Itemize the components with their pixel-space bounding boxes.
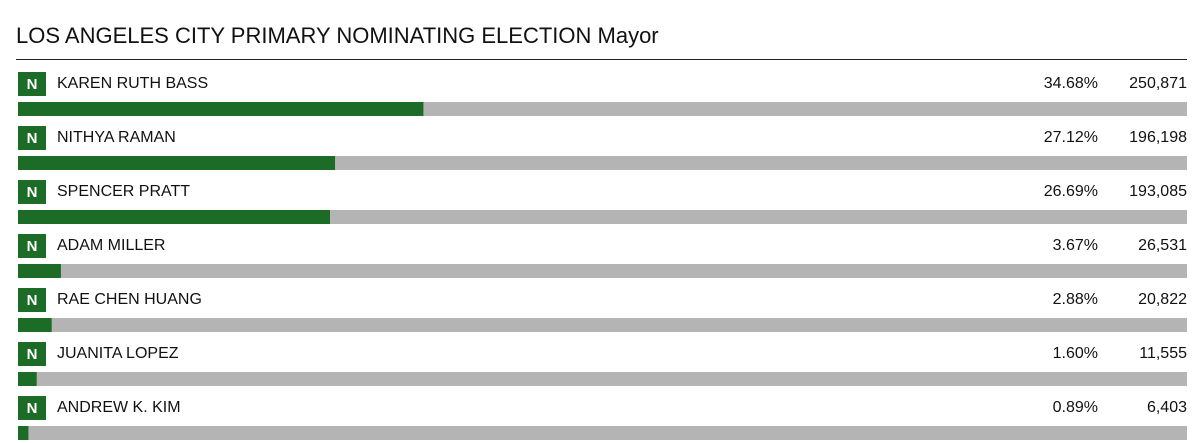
bar: [18, 264, 61, 278]
percent-label: 34.68%: [1044, 75, 1098, 92]
percent-label: 0.89%: [1053, 399, 1098, 416]
bar-track: [18, 372, 1187, 386]
vote-count: 20,822: [1138, 291, 1187, 308]
candidate-name: JUANITA LOPEZ: [57, 345, 179, 362]
badge-label: N: [27, 130, 38, 147]
candidate-name: ADAM MILLER: [57, 237, 165, 254]
badge-label: N: [27, 184, 38, 201]
candidate-name: RAE CHEN HUANG: [57, 291, 202, 308]
candidate-name: ANDREW K. KIM: [57, 399, 181, 416]
bar-track: [18, 426, 1187, 440]
percent-label: 27.12%: [1044, 129, 1098, 146]
vote-count: 26,531: [1138, 237, 1187, 254]
badge-label: N: [27, 76, 38, 93]
badge-label: N: [27, 292, 38, 309]
badge: [18, 72, 46, 96]
bar: [18, 372, 37, 386]
candidate-name: KAREN RUTH BASS: [57, 75, 208, 92]
bar: [18, 102, 424, 116]
bar: [18, 156, 336, 170]
percent-label: 26.69%: [1044, 183, 1098, 200]
bar: [18, 210, 331, 224]
vote-count: 6,403: [1147, 399, 1187, 416]
badge: [18, 234, 46, 258]
badge-label: N: [27, 238, 38, 255]
vote-count: 196,198: [1129, 129, 1187, 146]
vote-count: 11,555: [1139, 345, 1187, 362]
percent-label: 3.67%: [1053, 237, 1098, 254]
percent-label: 1.60%: [1053, 345, 1098, 362]
bar-track: [18, 318, 1187, 332]
candidate-name: NITHYA RAMAN: [57, 129, 176, 146]
badge-label: N: [27, 400, 38, 417]
percent-label: 2.88%: [1053, 291, 1098, 308]
badge: [18, 126, 46, 150]
title: LOS ANGELES CITY PRIMARY NOMINATING ELEC…: [16, 23, 659, 48]
vote-count: 250,871: [1129, 75, 1187, 92]
bar: [18, 426, 29, 440]
badge-label: N: [27, 346, 38, 363]
candidate-name: SPENCER PRATT: [57, 183, 190, 200]
badge: [18, 342, 46, 366]
bar: [18, 318, 52, 332]
badge: [18, 396, 46, 420]
badge: [18, 180, 46, 204]
badge: [18, 288, 46, 312]
bar-track: [18, 264, 1187, 278]
vote-count: 193,085: [1129, 183, 1187, 200]
